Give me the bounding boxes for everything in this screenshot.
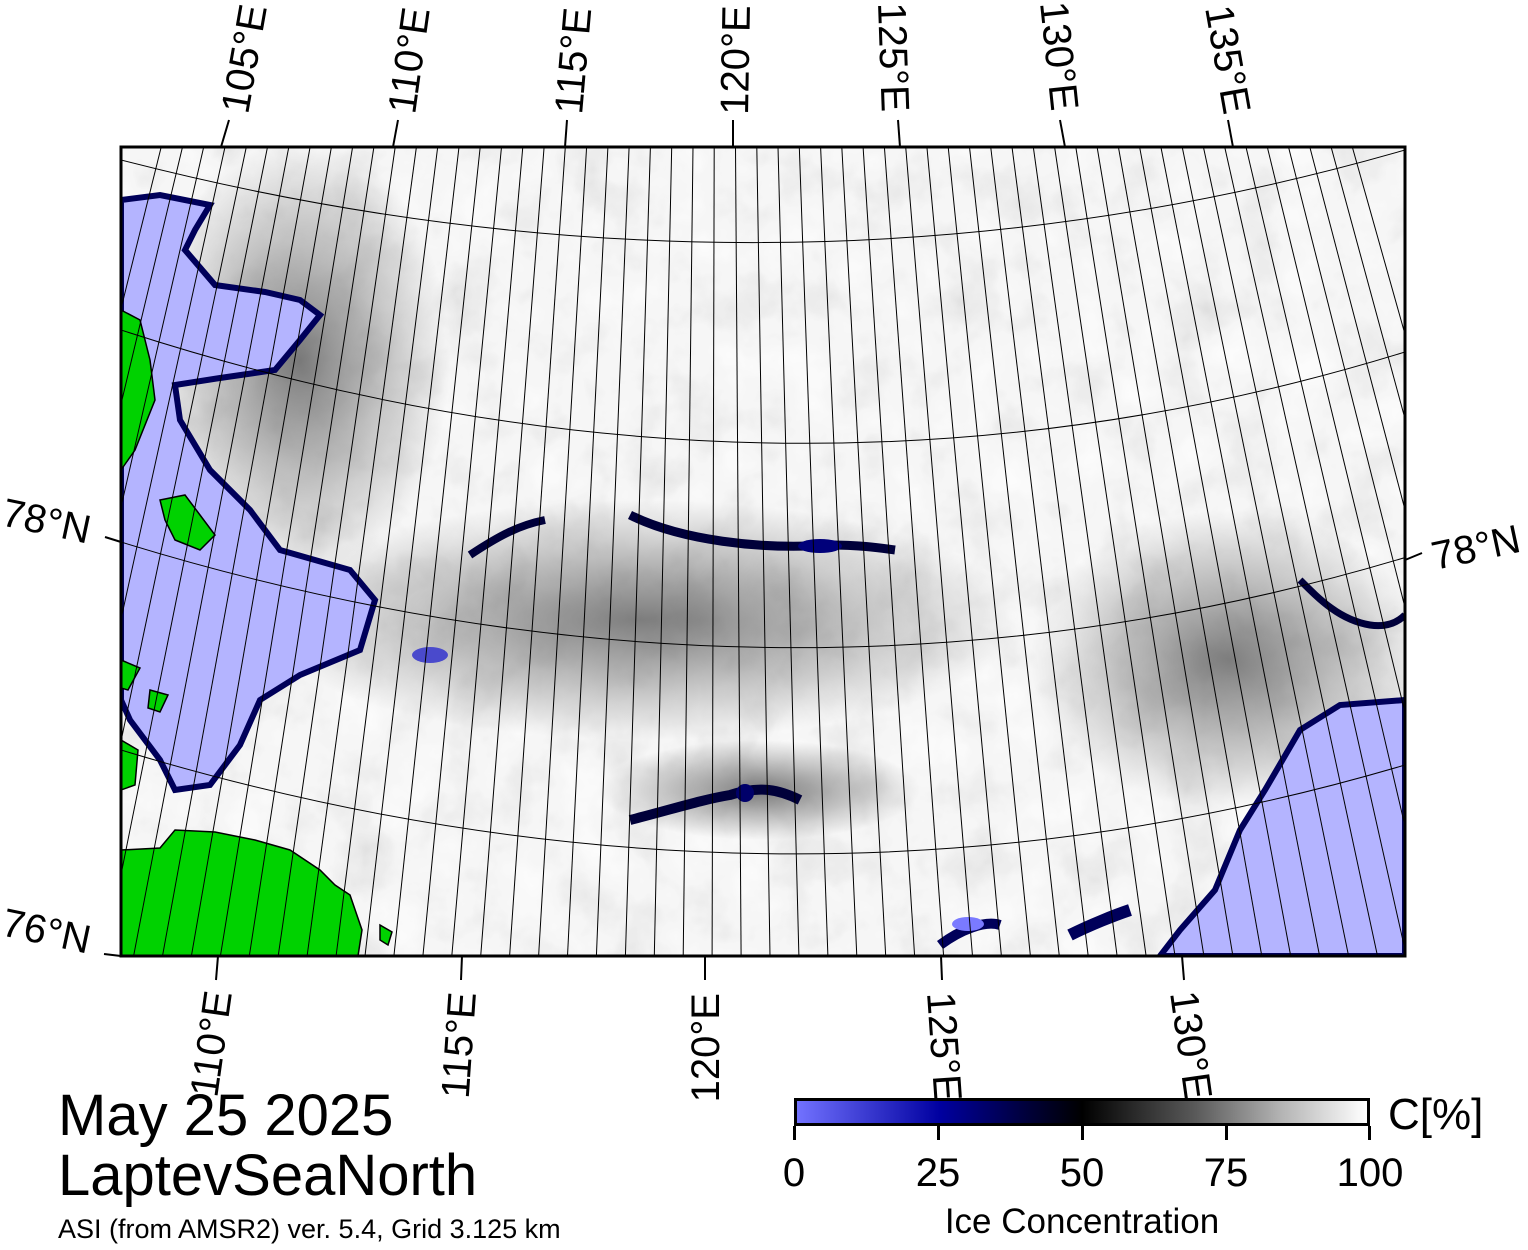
- meridian-line: [1032, 147, 1147, 956]
- meridian-line: [735, 147, 742, 956]
- lon-label-bottom-120: 120°E: [684, 993, 728, 1102]
- colorbar-tick-label: 75: [1203, 1151, 1249, 1195]
- meridian-line: [1330, 147, 1405, 421]
- meridian-line: [277, 147, 396, 956]
- colorbar-tick: [1368, 1126, 1371, 1140]
- lat-label-left-78: 78°N: [0, 491, 95, 553]
- meridian-line: [1160, 147, 1321, 956]
- meridian-line: [1224, 147, 1405, 953]
- meridian-line: [947, 147, 1031, 956]
- meridian-line: [841, 147, 887, 956]
- meridian-line: [1054, 147, 1176, 956]
- meridian-line: [121, 147, 205, 510]
- meridian-line: [624, 147, 651, 956]
- meridian-line: [121, 147, 162, 311]
- lon-label-top-135: 135°E: [1196, 2, 1258, 117]
- meridian-line: [393, 147, 481, 956]
- colorbar-tick-label: 100: [1336, 1151, 1404, 1195]
- lon-label-top-105: 105°E: [214, 1, 276, 116]
- meridian-line: [133, 147, 290, 956]
- meridian-line: [905, 147, 973, 956]
- meridian-line: [820, 147, 858, 956]
- meridian-line: [990, 147, 1089, 956]
- data-source: ASI (from AMSR2) ver. 5.4, Grid 3.125 km: [58, 1214, 561, 1244]
- lon-label-top-125: 125°E: [869, 2, 917, 113]
- colorbar-tick: [1081, 1126, 1084, 1140]
- meridian-line: [121, 147, 268, 878]
- lead-zone: [150, 147, 1405, 840]
- colorbar-tick-label: 25: [915, 1151, 961, 1195]
- map-frame: [119, 145, 1407, 958]
- lat-label-right-78: 78°N: [1428, 517, 1525, 579]
- meridian-line: [1117, 147, 1263, 956]
- meridian-line: [926, 147, 1002, 956]
- meridian-line: [364, 147, 460, 956]
- colorbar-title: Ice Concentration: [944, 1202, 1220, 1241]
- meridian-line: [883, 147, 945, 956]
- meridian-line: [1181, 147, 1350, 956]
- lon-label-bottom-115: 115°E: [434, 991, 485, 1100]
- meridian-line: [219, 147, 354, 956]
- open-water-east: [1156, 696, 1405, 956]
- lon-label-top-110: 110°E: [380, 5, 438, 117]
- meridian-line: [756, 147, 771, 956]
- meridian-line: [682, 147, 694, 956]
- region-name: LaptevSeaNorth: [58, 1143, 478, 1208]
- meridian-line: [798, 147, 829, 956]
- top-lon-labels: 105°E 110°E 115°E 120°E 125°E 130°E 135°…: [214, 0, 1259, 117]
- colorbar-tick: [937, 1126, 940, 1140]
- graticule: [121, 149, 1405, 855]
- meridian-line: [509, 147, 566, 956]
- meridian-line: [121, 147, 226, 622]
- meridian-line: [595, 147, 630, 956]
- meridian-line: [653, 147, 673, 956]
- colorbar: [794, 1098, 1370, 1126]
- colorbar-tick: [793, 1126, 796, 1140]
- meridian-line: [538, 147, 588, 956]
- meridian-line: [1202, 147, 1378, 956]
- lon-label-bottom-130: 130°E: [1161, 988, 1220, 1102]
- lon-label-top-115: 115°E: [547, 6, 600, 116]
- meridian-line: [1288, 147, 1405, 610]
- lon-label-top-130: 130°E: [1031, 0, 1086, 113]
- colorbar-unit: C[%]: [1388, 1090, 1484, 1139]
- meridian-line: [248, 147, 375, 956]
- lon-label-top-120: 120°E: [713, 5, 759, 115]
- meridian-line: [1096, 147, 1234, 956]
- meridian-line: [190, 147, 332, 956]
- meridian-line: [335, 147, 439, 956]
- meridian-line: [711, 147, 715, 956]
- lon-label-bottom-125: 125°E: [918, 991, 970, 1103]
- meridian-line: [306, 147, 417, 956]
- meridian-line: [451, 147, 524, 956]
- meridian-lines: [121, 147, 1405, 956]
- meridian-line: [1266, 147, 1405, 715]
- meridian-line: [162, 147, 311, 956]
- meridian-line: [1075, 147, 1205, 956]
- meridian-line: [969, 147, 1060, 956]
- meridian-line: [121, 147, 183, 407]
- meridian-line: [777, 147, 800, 956]
- meridian-line: [1139, 147, 1292, 956]
- lat-label-left-76: 76°N: [0, 901, 95, 963]
- open-water-west: [121, 191, 379, 794]
- meridian-line: [480, 147, 545, 956]
- colorbar-tick: [1225, 1126, 1228, 1140]
- colorbar-tick-label: 0: [782, 1151, 806, 1195]
- meridian-line: [1011, 147, 1118, 956]
- meridian-line: [1309, 147, 1405, 512]
- meridian-line: [862, 147, 916, 956]
- meridian-line: [422, 147, 502, 956]
- map-date: May 25 2025: [58, 1083, 394, 1148]
- colorbar-tick-label: 50: [1059, 1151, 1105, 1195]
- land: [121, 309, 393, 956]
- meridian-line: [567, 147, 609, 956]
- meridian-line: [121, 147, 247, 744]
- meridian-line: [1351, 147, 1405, 337]
- edge-ticks: [103, 119, 1423, 981]
